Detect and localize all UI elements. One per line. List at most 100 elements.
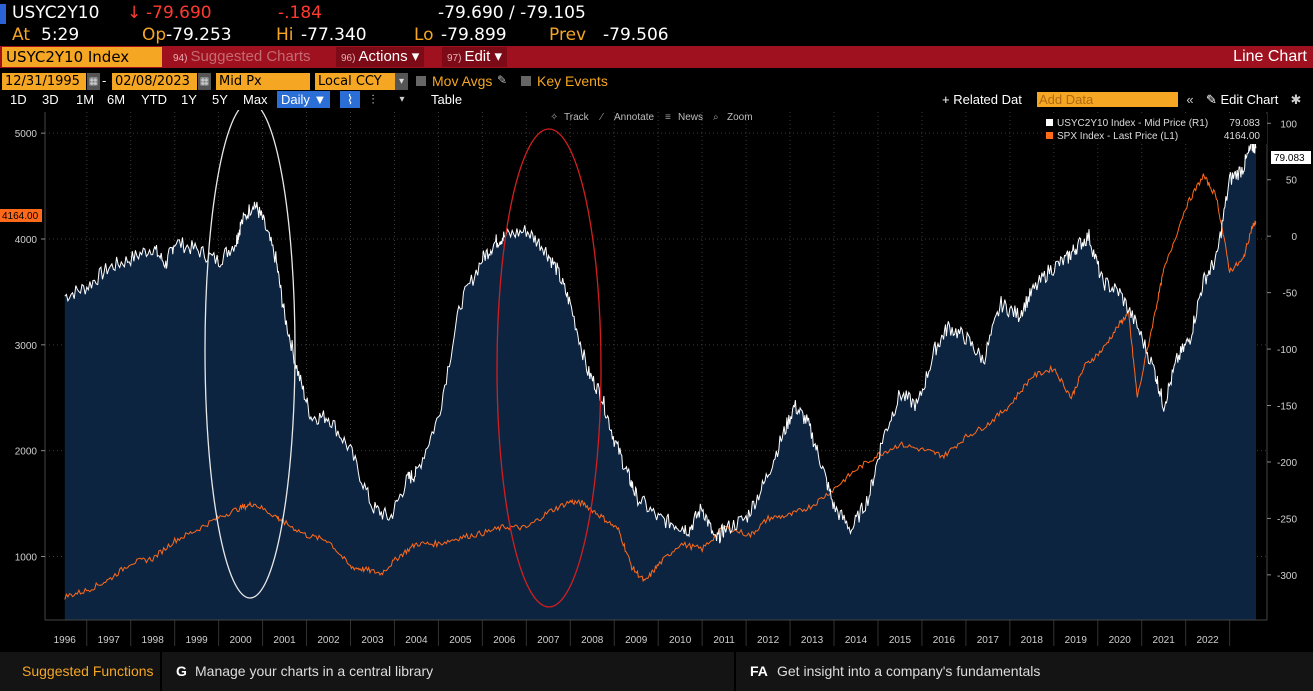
track-tool[interactable]: Track [564,112,590,123]
suggested-functions-label[interactable]: Suggested Functions [22,663,154,679]
right-tick-label: 100 [1280,119,1297,130]
zoom-tool[interactable]: Zoom [727,112,753,123]
legend-label-spx[interactable]: SPX Index - Last Price (L1) [1057,131,1178,142]
actions-menu-button[interactable]: 96) Actions ▾ [336,47,425,67]
right-tick-label: -300 [1277,571,1297,582]
chart-area[interactable]: 5000 4000 3000 2000 1000 100 50 0 -50 -100 -150 -2… [0,101,1313,650]
mov-avgs-checkbox[interactable] [416,76,426,86]
table-button[interactable]: Table [431,92,463,107]
right-tick-label: -150 [1277,402,1297,413]
currency-select[interactable]: Local CCY [315,73,395,90]
right-axis: 100 50 0 -50 -100 -150 -200 -250 -300 [1266,112,1298,620]
left-marker-value: 4164.00 [2,211,39,222]
x-tick-label: 2018 [1021,635,1044,646]
news-icon[interactable]: ≡ [665,112,671,123]
x-tick-label: 2010 [669,635,692,646]
legend-value-spread: 79.083 [1229,118,1260,129]
quote-header: USYC2Y10 ↓ -79.690 -.184 -79.690 / -79.1… [0,2,1313,24]
left-axis: 5000 4000 3000 2000 1000 [15,112,46,620]
zoom-icon[interactable]: ⌕ [713,112,719,123]
range-5y[interactable]: 5Y [212,92,228,107]
function-key-g[interactable]: G [176,663,187,679]
add-data-input[interactable]: Add Data [1037,92,1178,107]
right-tick-label: -100 [1277,345,1297,356]
x-tick-label: 2009 [625,635,648,646]
x-tick-label: 2021 [1153,635,1176,646]
legend-box [1042,114,1267,144]
ticker-symbol[interactable]: USYC2Y10 [12,3,100,23]
pencil-icon: ✎ [1206,92,1221,107]
news-tool[interactable]: News [678,112,703,123]
start-calendar-icon[interactable]: ▦ [87,73,100,90]
open-value: -79.253 [166,25,232,45]
track-icon[interactable]: ✧ [550,112,558,123]
x-tick-label: 2011 [713,635,735,646]
range-max[interactable]: Max [243,92,268,107]
function-key-fa[interactable]: FA [750,663,768,679]
left-tick-label: 4000 [15,235,38,246]
x-tick-label: 2006 [493,635,516,646]
candle-chart-icon[interactable]: ⫶ [371,92,375,107]
security-edge-marker [0,4,6,24]
edit-menu-button[interactable]: 97) Edit ▾ [442,47,507,67]
footer-divider [734,652,736,691]
high-value: -77.340 [301,25,367,45]
chart-type-dropdown-icon[interactable]: ▾ [399,94,405,105]
suggested-charts-number: 94) [173,53,188,64]
x-tick-label: 2007 [537,635,560,646]
right-last-marker: 79.083 [1271,151,1311,164]
function-desc-g[interactable]: Manage your charts in a central library [195,663,434,679]
chart-legend: USYC2Y10 Index - Mid Price (R1) 79.083 S… [1042,114,1267,144]
range-1y[interactable]: 1Y [181,92,197,107]
range-ytd[interactable]: YTD [141,92,167,107]
key-events-checkbox[interactable] [521,76,531,86]
pencil-icon[interactable]: ✎ [497,73,508,87]
high-label: Hi [276,25,294,45]
x-tick-label: 2022 [1197,635,1220,646]
annotate-tool[interactable]: Annotate [614,112,654,123]
key-events-label[interactable]: Key Events [537,73,608,89]
down-arrow-icon: ↓ [127,3,142,23]
spx-line [64,173,1257,600]
function-desc-fa[interactable]: Get insight into a company's fundamental… [777,663,1041,679]
end-calendar-icon[interactable]: ▦ [198,73,211,90]
start-date-field[interactable]: 12/31/1995 [2,73,86,90]
last-price: -79.690 [146,3,212,23]
prev-value: -79.506 [603,25,669,45]
at-label: At [12,25,30,45]
range-1d[interactable]: 1D [10,92,27,107]
currency-dropdown-icon[interactable]: ▾ [395,73,408,90]
security-field[interactable]: USYC2Y10 Index [2,47,162,67]
end-date-field[interactable]: 02/08/2023 [112,73,197,90]
annotation-ellipse-2007[interactable] [496,128,602,608]
open-label: Op [142,25,167,45]
bid-ask: -79.690 / -79.105 [438,3,586,23]
annotate-icon[interactable]: ⁄ [598,112,604,123]
gear-icon[interactable]: ✱ [1290,92,1302,107]
line-chart[interactable]: 5000 4000 3000 2000 1000 100 50 0 -50 -100 -150 -2… [0,101,1313,650]
related-data-button[interactable]: + Related Dat [942,92,1022,107]
range-toolbar: 1D 3D 1M 6M YTD 1Y 5Y Max Daily ▼ ⌇ ⫶ ▾ … [0,91,1313,109]
right-tick-label: 50 [1286,176,1298,187]
x-tick-label: 1996 [54,635,77,646]
footer-divider [160,652,162,691]
legend-label-spread[interactable]: USYC2Y10 Index - Mid Price (R1) [1057,118,1208,129]
collapse-icon[interactable]: « [1186,92,1194,107]
chart-tools: ✧ Track ⁄ Annotate ≡ News ⌕ Zoom [550,112,753,123]
x-tick-label: 2014 [845,635,868,646]
x-tick-label: 1997 [98,635,121,646]
range-3d[interactable]: 3D [42,92,59,107]
x-tick-label: 1998 [142,635,165,646]
range-6m[interactable]: 6M [107,92,126,107]
frequency-select[interactable]: Daily ▼ [277,91,331,108]
x-tick-label: 2019 [1065,635,1088,646]
x-tick-label: 2002 [317,635,340,646]
edit-number: 97) [447,53,462,64]
price-field-select[interactable]: Mid Px [216,73,310,90]
range-1m[interactable]: 1M [76,92,95,107]
mov-avgs-label[interactable]: Mov Avgs [432,73,493,89]
gridlines [45,112,1267,620]
edit-chart-button[interactable]: ✎ Edit Chart [1206,91,1278,108]
line-chart-icon[interactable]: ⌇ [340,91,360,108]
suggested-charts-button[interactable]: 94) Suggested Charts [168,47,316,67]
